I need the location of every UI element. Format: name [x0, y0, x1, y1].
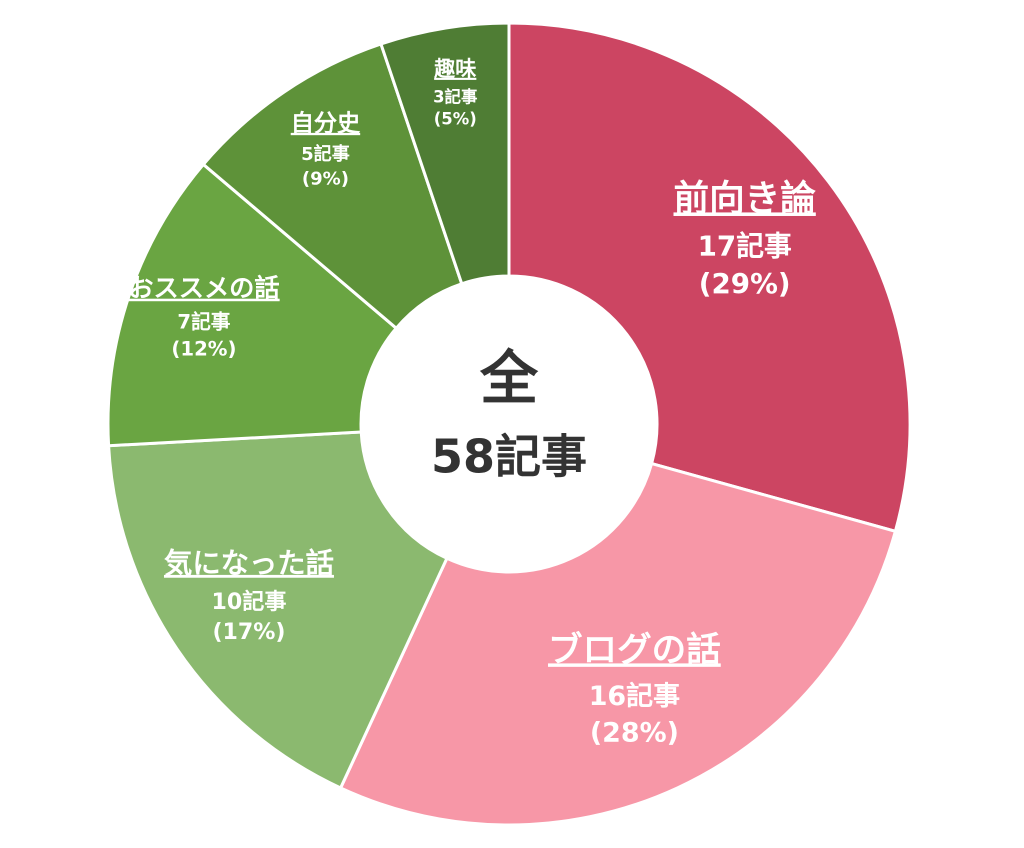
slice-label: 気になった話 [164, 547, 334, 580]
center-hole [361, 276, 657, 572]
value-label: 7記事 [177, 311, 230, 334]
value-label: 5記事 [301, 143, 350, 165]
slice-label: ブログの話 [548, 630, 721, 670]
percent-label: (9%) [302, 168, 349, 189]
slice-label: 自分史 [291, 110, 361, 137]
percent-label: (5%) [434, 110, 477, 129]
percent-label: (17%) [212, 619, 285, 645]
center-total: 58記事 [431, 430, 587, 484]
value-label: 17記事 [698, 230, 792, 263]
percent-label: (12%) [171, 337, 236, 360]
slice-label: 前向き論 [674, 178, 817, 219]
value-label: 10記事 [212, 589, 287, 615]
value-label: 16記事 [589, 680, 680, 712]
value-label: 3記事 [433, 87, 478, 106]
percent-label: (28%) [590, 718, 679, 749]
center-label: 全 [479, 344, 539, 412]
slice-label: おススメの話 [128, 274, 279, 303]
slice-label: 趣味 [433, 56, 476, 81]
percent-label: (29%) [699, 267, 791, 300]
